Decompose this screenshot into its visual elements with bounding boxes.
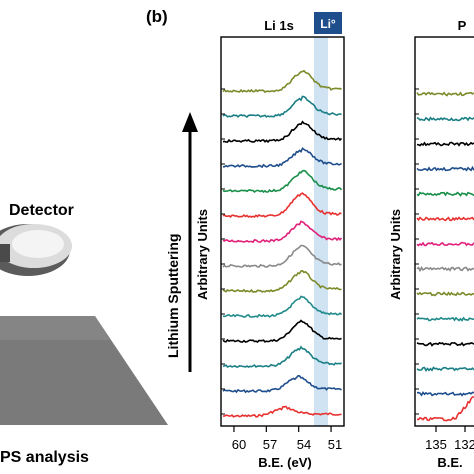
li-metal-highlight (314, 37, 328, 426)
li1s-ylabel: Arbitrary Units (195, 209, 210, 300)
li1s-frame (220, 36, 345, 427)
li-metal-badge: Li° (320, 17, 336, 31)
p-spectrum-13 (416, 116, 474, 122)
p-spectrum-7 (416, 266, 474, 273)
p-ylabel: Arbitrary Units (388, 209, 403, 300)
p-spectrum-9 (416, 216, 474, 222)
li1s-spectrum-8 (222, 220, 343, 244)
analysis-label: PS analysis (0, 449, 89, 466)
p-spectrum-6 (416, 291, 474, 297)
li1s-spectra (222, 69, 343, 418)
detector-icon (0, 224, 72, 276)
p-title: P (458, 18, 467, 33)
detector-label: Detector (9, 202, 74, 219)
li-metal-badge-bg (314, 12, 342, 34)
p-xtick-0: 135 (425, 437, 447, 452)
p-y-ticks (415, 88, 419, 415)
p-spectrum-4 (416, 341, 474, 347)
li1s-spectrum-2 (222, 374, 342, 394)
li1s-xlabel: B.E. (eV) (258, 455, 311, 470)
sample-stage (0, 316, 168, 425)
p-spectrum-5 (416, 316, 474, 322)
li1s-spectrum-14 (222, 69, 342, 94)
sample-stage-shade (0, 316, 110, 340)
li1s-x-ticks (233, 426, 332, 432)
li1s-xtick-3: 51 (328, 437, 342, 452)
li1s-spectrum-9 (222, 192, 342, 218)
li1s-title: Li 1s (264, 18, 294, 33)
p-spectrum-12 (416, 141, 474, 147)
li1s-xtick-1: 57 (263, 437, 277, 452)
li1s-spectrum-11 (222, 147, 342, 169)
p-xtick-1: 132 (454, 437, 474, 452)
li1s-spectrum-7 (222, 244, 342, 268)
p-spectrum-8 (416, 241, 474, 247)
panel-label: (b) (146, 7, 168, 26)
p-frame (414, 36, 474, 427)
li1s-spectrum-12 (222, 120, 343, 144)
p-spectrum-2 (416, 391, 474, 397)
li1s-spectrum-5 (222, 295, 342, 318)
p-xlabel: B.E. (437, 455, 462, 470)
p-spectra (416, 91, 474, 422)
li1s-spectrum-1 (222, 405, 342, 418)
p-spectrum-10 (416, 191, 474, 197)
sputtering-label: Lithium Sputtering (165, 234, 181, 358)
li1s-xtick-0: 60 (232, 437, 246, 452)
li1s-y-ticks (221, 88, 225, 415)
p-panel: Arbitrary Units P 135 132 B.E. (388, 18, 474, 470)
p-spectrum-14 (416, 91, 474, 97)
p-spectrum-11 (416, 165, 474, 172)
li1s-spectrum-10 (222, 169, 343, 194)
li1s-panel: Arbitrary Units Li 1s Li° 60 57 54 51 B.… (195, 12, 345, 470)
p-spectrum-1 (416, 396, 474, 422)
li1s-spectrum-6 (222, 269, 342, 293)
sputtering-arrow (182, 112, 198, 372)
p-spectrum-3 (416, 366, 474, 372)
li1s-spectrum-4 (222, 319, 342, 343)
p-x-ticks (435, 426, 466, 432)
li1s-xtick-2: 54 (297, 437, 311, 452)
li1s-spectrum-13 (222, 95, 342, 119)
xps-setup-illustration: Detector PS analysis (0, 202, 168, 466)
li1s-spectrum-3 (222, 345, 342, 369)
